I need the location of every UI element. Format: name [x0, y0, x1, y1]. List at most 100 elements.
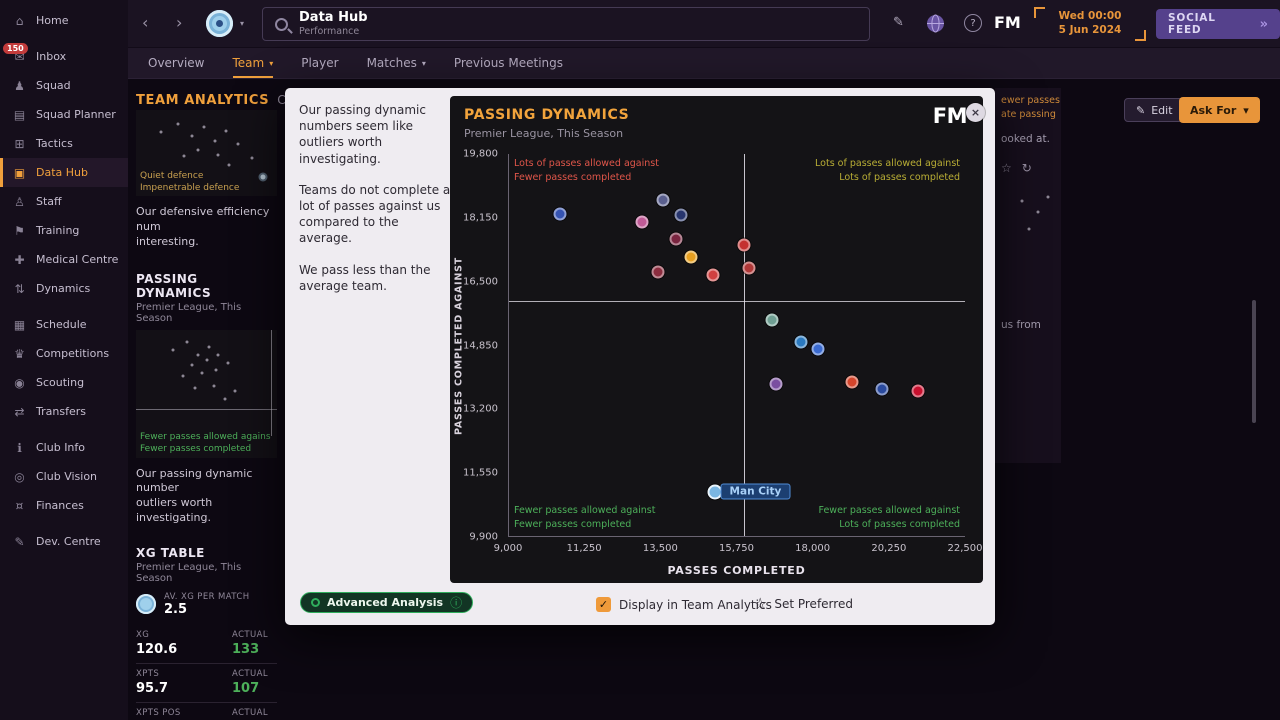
social-feed-button[interactable]: SOCIAL FEED »: [1156, 9, 1280, 39]
set-preferred-label: Set Preferred: [774, 597, 853, 611]
passing-mini-chart[interactable]: Fewer passes allowed agains Fewer passes…: [136, 329, 277, 458]
team-analytics-column: Quiet defence Impenetrable defence Our d…: [128, 80, 285, 720]
data-point: [196, 353, 200, 357]
team-point[interactable]: [845, 375, 859, 389]
team-point[interactable]: [769, 377, 783, 391]
sidebar-item-squad[interactable]: ♟ Squad: [0, 71, 128, 100]
x-axis-tick: 13,500: [642, 543, 678, 554]
tab-overview[interactable]: Overview: [148, 48, 205, 78]
set-preferred-button[interactable]: ☆ Set Preferred: [753, 596, 853, 612]
world-icon[interactable]: [926, 14, 945, 37]
team-point[interactable]: [635, 215, 649, 229]
x-axis-tick: 20,250: [871, 543, 907, 554]
sidebar-item-training[interactable]: ⚑ Training: [0, 216, 128, 245]
team-point[interactable]: [656, 193, 670, 207]
sidebar-item-dynamics[interactable]: ⇅ Dynamics: [0, 274, 128, 303]
sidebar-item-home[interactable]: ⌂ Home: [0, 6, 128, 35]
team-point[interactable]: [737, 238, 751, 252]
sidebar-item-finances[interactable]: ¤ Finances: [0, 491, 128, 520]
team-point[interactable]: [706, 268, 720, 282]
fm-logo: FM: [994, 13, 1021, 32]
edit-pencil-icon[interactable]: ✎: [893, 15, 904, 30]
help-icon[interactable]: ?: [964, 14, 982, 32]
forward-arrow-icon[interactable]: ›: [176, 13, 183, 32]
sidebar-item-data-hub[interactable]: ▣ Data Hub: [0, 158, 128, 187]
sidebar-item-dev-centre[interactable]: ✎ Dev. Centre: [0, 527, 128, 556]
sidebar-item-label: Dynamics: [36, 282, 91, 295]
team-point[interactable]: [794, 335, 808, 349]
sidebar-item-label: Inbox: [36, 50, 67, 63]
game-date[interactable]: Wed 00:00 5 Jun 2024: [1034, 7, 1146, 41]
display-in-team-analytics-checkbox[interactable]: ✓ Display in Team Analytics: [596, 597, 772, 612]
fm-watermark: FM: [932, 104, 968, 128]
search-icon[interactable]: [275, 17, 288, 31]
data-point: [227, 163, 231, 167]
tab-matches[interactable]: Matches ▾: [367, 48, 426, 78]
sidebar-item-label: Staff: [36, 195, 62, 208]
edit-button[interactable]: ✎ Edit: [1124, 98, 1185, 122]
team-point[interactable]: [911, 384, 925, 398]
team-point[interactable]: [651, 265, 665, 279]
sidebar-item-club-vision[interactable]: ◎ Club Vision: [0, 462, 128, 491]
edit-label: Edit: [1151, 103, 1173, 117]
quadrant-line: [271, 329, 273, 436]
team-point[interactable]: [674, 208, 688, 222]
sidebar-item-medical-centre[interactable]: ✚ Medical Centre: [0, 245, 128, 274]
team-point[interactable]: [765, 313, 779, 327]
refresh-icon[interactable]: ↻: [1021, 160, 1032, 175]
sidebar-item-label: Squad Planner: [36, 108, 116, 121]
data-point: [212, 384, 216, 388]
sidebar-item-transfers[interactable]: ⇄ Transfers: [0, 397, 128, 426]
double-chevron-icon: »: [1259, 16, 1268, 32]
checkbox-checked-icon[interactable]: ✓: [596, 597, 611, 612]
quadrant-hline: [509, 300, 965, 302]
close-icon[interactable]: ×: [966, 103, 985, 122]
data-point: [224, 129, 228, 133]
team-point[interactable]: [811, 342, 825, 356]
data-point: [171, 348, 175, 352]
title-search-box[interactable]: Data Hub Performance: [262, 7, 870, 41]
team-point[interactable]: [684, 250, 698, 264]
sidebar-item-label: Training: [36, 224, 80, 237]
team-point[interactable]: [553, 207, 567, 221]
xg-cell-actual: ACTUAL 107: [232, 669, 277, 696]
ask-for-label: Ask For: [1190, 103, 1237, 117]
team-point-man-city[interactable]: Man City: [707, 483, 791, 500]
advanced-analysis-button[interactable]: Advanced Analysis ⓘ: [300, 592, 474, 613]
passing-dynamics-modal: Our passing dynamic numbers seem like ou…: [285, 88, 995, 625]
sidebar-item-competitions[interactable]: ♛ Competitions: [0, 339, 128, 368]
sidebar-item-tactics[interactable]: ⊞ Tactics: [0, 129, 128, 158]
avg-xg-value: 2.5: [164, 601, 188, 617]
insight-text: Teams do not complete a lot of passes ag…: [299, 182, 451, 246]
defence-mini-chart[interactable]: Quiet defence Impenetrable defence: [136, 110, 277, 196]
club-info-icon: ℹ: [17, 440, 22, 455]
back-arrow-icon[interactable]: ‹: [142, 13, 149, 32]
data-point: [216, 153, 220, 157]
quadrant-label-line: Fewer passes completed: [514, 519, 632, 531]
ask-for-button[interactable]: Ask For ▾: [1179, 97, 1260, 123]
tab-player[interactable]: Player: [301, 48, 338, 78]
favorite-star-icon[interactable]: ☆: [1001, 160, 1012, 175]
data-point: [193, 386, 197, 390]
team-point[interactable]: [875, 382, 889, 396]
sidebar-item-label: Tactics: [36, 137, 73, 150]
sidebar-item-label: Club Info: [36, 441, 86, 454]
sidebar-item-staff[interactable]: ♙ Staff: [0, 187, 128, 216]
sidebar-item-schedule[interactable]: ▦ Schedule: [0, 310, 128, 339]
xg-actual-label: ACTUAL: [232, 629, 268, 640]
club-crest-icon[interactable]: [206, 10, 233, 37]
xg-row-value: 120.6: [136, 641, 178, 657]
tab-team[interactable]: Team ▾: [233, 48, 274, 78]
team-point[interactable]: [669, 232, 683, 246]
sidebar-item-scouting[interactable]: ◉ Scouting: [0, 368, 128, 397]
chevron-down-icon[interactable]: ▾: [240, 19, 245, 28]
sidebar-item-club-info[interactable]: ℹ Club Info: [0, 433, 128, 462]
team-point[interactable]: [742, 261, 756, 275]
sidebar-item-squad-planner[interactable]: ▤ Squad Planner: [0, 100, 128, 129]
defence-chart-labels: Quiet defence Impenetrable defence: [140, 170, 239, 194]
tab-previous-meetings[interactable]: Previous Meetings: [454, 48, 563, 78]
squad-planner-icon: ▤: [13, 107, 26, 122]
vertical-scrollbar[interactable]: [1252, 300, 1256, 423]
sidebar-item-inbox[interactable]: ✉ Inbox 150: [0, 42, 128, 71]
y-axis-tick: 13,200: [463, 403, 498, 415]
